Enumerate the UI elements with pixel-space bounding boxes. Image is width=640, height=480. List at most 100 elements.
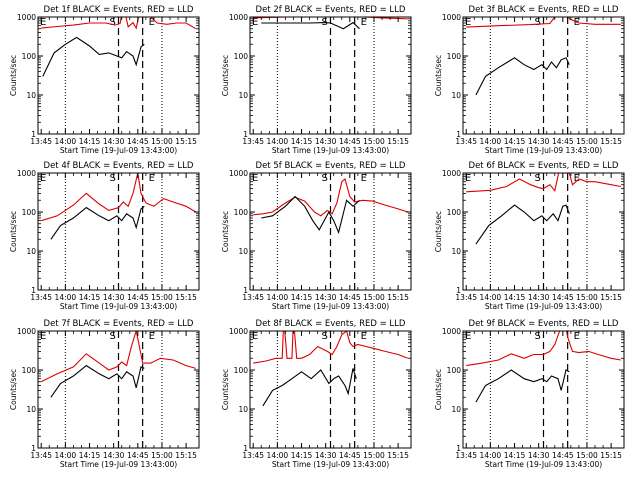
x-tick-label: 13:45 (455, 451, 477, 460)
x-tick-label: 15:15 (600, 293, 622, 302)
x-tick-label: 13:45 (242, 293, 264, 302)
x-tick-label: 14:30 (103, 293, 125, 302)
panel-title: Det 4f BLACK = Events, RED = LLD (44, 161, 194, 171)
events-series-line (42, 36, 145, 77)
x-tick-label: 14:30 (315, 293, 337, 302)
y-tick-label: 10 (26, 247, 36, 256)
y-axis-label: Counts/sec (9, 211, 18, 252)
start-marker: S (110, 173, 116, 184)
y-axis-label: Counts/sec (221, 55, 230, 96)
panel-title: Det 5f BLACK = Events, RED = LLD (256, 161, 406, 171)
x-tick-label: 15:00 (576, 137, 598, 146)
x-tick-label: 15:15 (175, 137, 197, 146)
y-tick-label: 1 (456, 130, 461, 139)
y-tick-label: 1 (31, 286, 36, 295)
y-tick-label: 1000 (442, 327, 461, 336)
left-marker: E (465, 173, 471, 184)
x-tick-label: 14:15 (291, 293, 313, 302)
y-tick-label: 1000 (229, 13, 248, 22)
x-tick-label: 14:15 (504, 293, 526, 302)
y-tick-label: 100 (447, 52, 462, 61)
left-marker: E (252, 331, 258, 342)
y-axis-label: Counts/sec (221, 369, 230, 410)
x-axis-label: Start Time (19-Jul-09 13:43:00) (60, 146, 177, 155)
x-tick-label: 14:45 (339, 293, 361, 302)
left-marker: E (252, 173, 258, 184)
start-marker: S (535, 331, 541, 342)
y-axis-label: Counts/sec (9, 55, 18, 96)
y-tick-label: 100 (447, 366, 462, 375)
x-tick-label: 14:30 (103, 451, 125, 460)
y-tick-label: 10 (238, 91, 248, 100)
end-marker: E (361, 17, 367, 28)
x-tick-label: 14:30 (315, 137, 337, 146)
x-tick-label: 15:15 (387, 137, 409, 146)
y-tick-label: 1 (243, 444, 248, 453)
start-marker: S (535, 173, 541, 184)
y-axis-label: Counts/sec (9, 369, 18, 410)
y-tick-label: 100 (447, 208, 462, 217)
left-marker: E (465, 331, 471, 342)
x-tick-label: 14:45 (127, 137, 149, 146)
y-tick-label: 10 (238, 247, 248, 256)
x-tick-label: 14:00 (480, 137, 502, 146)
x-tick-label: 14:30 (528, 137, 550, 146)
x-tick-label: 14:00 (55, 451, 77, 460)
y-tick-label: 100 (22, 208, 37, 217)
y-tick-label: 1000 (442, 13, 461, 22)
x-tick-label: 14:30 (528, 451, 550, 460)
x-tick-label: 13:45 (455, 293, 477, 302)
lld-series-line (41, 17, 197, 30)
left-marker: E (40, 173, 46, 184)
x-tick-label: 14:00 (55, 137, 77, 146)
x-tick-label: 15:00 (576, 451, 598, 460)
lld-series-line (253, 17, 408, 20)
left-marker: E (40, 331, 46, 342)
y-tick-label: 1000 (229, 327, 248, 336)
x-axis-label: Start Time (19-Jul-09 13:43:00) (485, 146, 602, 155)
plot-frame (462, 172, 625, 291)
x-axis-label: Start Time (19-Jul-09 13:43:00) (272, 302, 389, 311)
panel-title: Det 6f BLACK = Events, RED = LLD (469, 161, 619, 171)
plot-frame (249, 330, 412, 449)
y-tick-label: 10 (451, 247, 461, 256)
events-series-line (475, 204, 570, 245)
y-tick-label: 1 (31, 444, 36, 453)
plot-frame (37, 330, 200, 449)
x-tick-label: 15:00 (363, 293, 385, 302)
x-tick-label: 14:30 (103, 137, 125, 146)
x-tick-label: 15:15 (600, 137, 622, 146)
lld-series-line (41, 173, 197, 222)
y-axis-label: Counts/sec (434, 211, 443, 252)
events-series-line (475, 369, 570, 403)
plot-frame (249, 172, 412, 291)
x-tick-label: 13:45 (242, 451, 264, 460)
x-tick-label: 13:45 (30, 293, 52, 302)
y-tick-label: 1 (456, 286, 461, 295)
y-tick-label: 10 (26, 405, 36, 414)
y-tick-label: 1000 (229, 169, 248, 178)
lld-series-line (466, 17, 621, 28)
x-tick-label: 14:15 (79, 137, 101, 146)
y-tick-label: 1000 (17, 327, 36, 336)
x-tick-label: 14:30 (315, 451, 337, 460)
x-tick-label: 14:00 (480, 451, 502, 460)
start-marker: S (322, 173, 328, 184)
x-tick-label: 14:45 (552, 451, 574, 460)
x-tick-label: 14:00 (267, 451, 289, 460)
x-tick-label: 14:00 (267, 293, 289, 302)
events-series-line (50, 364, 145, 398)
x-tick-label: 15:00 (363, 137, 385, 146)
start-marker: S (535, 17, 541, 28)
lld-series-line (253, 178, 408, 217)
y-axis-label: Counts/sec (434, 369, 443, 410)
x-tick-label: 13:45 (30, 137, 52, 146)
x-tick-label: 13:45 (455, 137, 477, 146)
y-tick-label: 10 (451, 405, 461, 414)
x-tick-label: 14:45 (552, 137, 574, 146)
y-tick-label: 100 (234, 52, 249, 61)
x-tick-label: 15:15 (600, 451, 622, 460)
x-axis-label: Start Time (19-Jul-09 13:43:00) (485, 302, 602, 311)
panel-title: Det 2f BLACK = Events, RED = LLD (256, 5, 406, 15)
left-marker: E (252, 17, 258, 28)
